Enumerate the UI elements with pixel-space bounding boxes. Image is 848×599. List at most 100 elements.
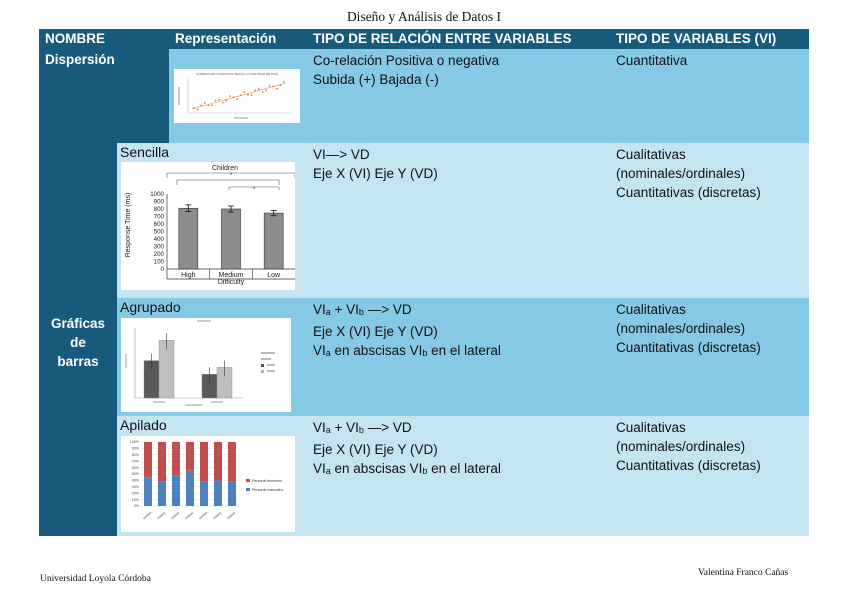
stacked-chart-bar-segment bbox=[200, 481, 208, 506]
dispersion-relation-line-2: Subida (+) Bajada (-) bbox=[313, 72, 439, 87]
simple-chart-y-tick: 300 bbox=[154, 244, 165, 251]
stacked-chart-y-tick: 10% bbox=[132, 498, 140, 502]
apilado-relation-line-1: VIa + VIb —> VD bbox=[313, 418, 604, 440]
stacked-chart-x-label bbox=[198, 511, 208, 520]
scatter-point bbox=[275, 87, 278, 90]
apilado-variables-cell: Cualitativas (nominales/ordinales) Cuant… bbox=[610, 416, 809, 536]
agrupado-rel3-sub-a: a bbox=[325, 348, 331, 358]
apilado-rel1-c: —> VD bbox=[363, 420, 412, 435]
agrupado-rel1-b: + VI bbox=[330, 302, 359, 317]
dispersion-variables-cell: Cuantitativa bbox=[610, 49, 809, 143]
scatter-point bbox=[239, 94, 242, 97]
scatter-point bbox=[268, 84, 271, 87]
apilado-variables-line-1: Cualitativas bbox=[616, 420, 686, 435]
grouped-chart-x-label bbox=[153, 401, 165, 403]
stacked-chart-bar-segment bbox=[186, 470, 194, 506]
simple-chart-bar bbox=[221, 208, 241, 270]
dispersion-name: Dispersión bbox=[45, 52, 115, 67]
stacked-chart-x-label bbox=[226, 511, 236, 520]
agrupado-representation-cell: Agrupado bbox=[117, 298, 307, 416]
stacked-chart-y-tick: 60% bbox=[132, 466, 140, 470]
barras-name-line-1: Gráficas bbox=[50, 316, 106, 331]
header-variables: TIPO DE VARIABLES (VI) bbox=[610, 29, 809, 49]
simple-chart-y-tick: 0 bbox=[161, 266, 165, 273]
stacked-chart-bar-segment bbox=[144, 442, 152, 478]
agrupado-rel1-sub-a: a bbox=[325, 307, 331, 317]
simple-chart-x-tick: Low bbox=[267, 272, 281, 279]
scatter-point bbox=[200, 104, 203, 107]
simple-chart-y-tick: 800 bbox=[154, 206, 165, 213]
scatter-point bbox=[279, 84, 282, 87]
dispersion-variables-line-1: Cuantitativa bbox=[616, 53, 688, 68]
simple-chart-x-tick: High bbox=[181, 272, 196, 279]
stacked-chart-bar-segment bbox=[214, 480, 222, 506]
sencilla-relation-cell: VI—> VD Eje X (VI) Eje Y (VD) bbox=[307, 143, 610, 298]
sencilla-representation-cell: Sencilla Children Response Time (ms) Dif… bbox=[117, 143, 307, 298]
stacked-chart-y-tick: 20% bbox=[132, 491, 140, 495]
header-relacion: TIPO DE RELACIÓN ENTRE VARIABLES bbox=[307, 29, 610, 49]
stacked-bar-chart: 0% 10% 20% 30% 40% 50% 60% 70% 80% 90% 100% Person… bbox=[130, 440, 283, 520]
grouped-chart-bars bbox=[143, 333, 233, 403]
grouped-bar-thumbnail bbox=[121, 318, 291, 412]
stacked-legend-2: Personal masculino bbox=[252, 488, 283, 492]
stacked-chart-y-tick: 0% bbox=[134, 504, 140, 508]
header-nombre-text: NOMBRE bbox=[45, 31, 105, 46]
barras-name-cell: Gráficas de barras bbox=[39, 143, 117, 536]
agrupado-relation-line-2: Eje X (VI) Eje Y (VD) bbox=[313, 324, 438, 339]
scatter-points bbox=[193, 80, 285, 111]
sencilla-relation-line-1: VI—> VD bbox=[313, 147, 370, 162]
stacked-chart-bar-segment bbox=[214, 442, 222, 481]
stacked-chart-x-label bbox=[170, 511, 180, 520]
apilado-relation-line-2: Eje X (VI) Eje Y (VD) bbox=[313, 442, 438, 457]
sencilla-label: Sencilla bbox=[120, 144, 170, 160]
scatter-chart: NÚMERO DE CONSULTAS SEGÚN LA CANTIDAD DE… bbox=[178, 71, 292, 119]
simple-chart-y-tick: 600 bbox=[154, 221, 165, 228]
stacked-chart-x-label bbox=[212, 511, 222, 520]
stacked-chart-bars bbox=[144, 442, 236, 506]
scatter-point bbox=[218, 98, 221, 101]
scatter-point bbox=[243, 91, 246, 94]
apilado-rel1-b: + VI bbox=[330, 420, 359, 435]
header-representacion: Representación bbox=[169, 29, 307, 49]
stacked-chart-y-tick: 50% bbox=[132, 472, 140, 476]
scatter-point bbox=[247, 93, 249, 96]
scatter-point bbox=[283, 80, 285, 83]
scatter-point bbox=[225, 99, 228, 102]
scatter-point bbox=[221, 101, 224, 104]
footer-right: Valentina Franco Cañas bbox=[698, 568, 789, 578]
apilado-label: Apilado bbox=[120, 417, 167, 433]
stacked-chart-bar-segment bbox=[186, 442, 194, 471]
sencilla-variables-line-1: Cualitativas bbox=[616, 147, 686, 162]
simple-bar-chart: Children Response Time (ms) Difficulty *… bbox=[125, 165, 296, 286]
scatter-point bbox=[203, 101, 206, 104]
simple-chart-y-tick: 200 bbox=[154, 251, 165, 258]
barras-name-line-3: barras bbox=[57, 354, 99, 369]
apilado-rel3-b: en abscisas VI bbox=[330, 461, 423, 476]
scatter-point bbox=[229, 95, 231, 97]
stacked-chart-bar-segment bbox=[200, 442, 208, 482]
header-relacion-text: TIPO DE RELACIÓN ENTRE VARIABLES bbox=[313, 31, 572, 46]
simple-chart-sig-2: * bbox=[253, 187, 256, 193]
agrupado-relation-line-3: VIa en abscisas VIb en el lateral bbox=[313, 341, 604, 363]
apilado-rel1-a: VI bbox=[313, 420, 326, 435]
stacked-chart-bar-segment bbox=[158, 442, 166, 482]
stacked-chart-x-label bbox=[184, 511, 194, 520]
simple-chart-bar bbox=[263, 212, 284, 270]
agrupado-rel3-a: VI bbox=[313, 343, 326, 358]
simple-chart-sig-1: * bbox=[230, 173, 233, 179]
apilado-variables-line-2: (nominales/ordinales) bbox=[616, 439, 746, 454]
header-nombre: NOMBRE bbox=[39, 29, 169, 49]
agrupado-variables-line-3: Cuantitativas (discretas) bbox=[616, 340, 761, 355]
scatter-point bbox=[196, 108, 199, 111]
stacked-chart-y-tick: 80% bbox=[132, 453, 140, 457]
document-title: Diseño y Análisis de Datos I bbox=[346, 9, 502, 24]
scatter-point bbox=[236, 98, 239, 100]
simple-chart-y-tick: 1000 bbox=[150, 191, 164, 198]
simple-chart-ylabel: Response Time (ms) bbox=[125, 193, 132, 258]
agrupado-rel3-b: en abscisas VI bbox=[330, 343, 423, 358]
grouped-chart-x-label bbox=[211, 401, 223, 403]
scatter-point bbox=[257, 88, 260, 90]
apilado-rel1-sub-a: a bbox=[325, 425, 331, 435]
apilado-rel3-sub-b: b bbox=[422, 466, 428, 476]
